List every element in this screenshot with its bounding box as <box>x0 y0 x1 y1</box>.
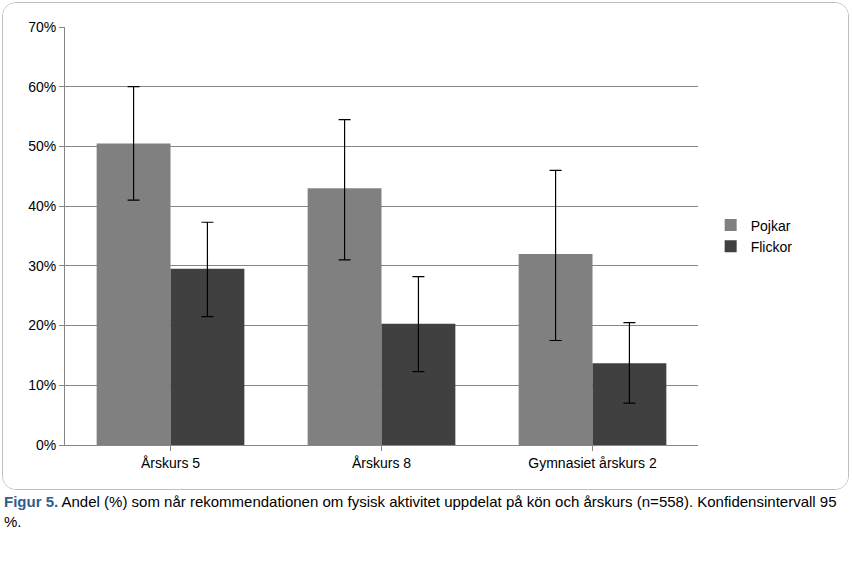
svg-text:20%: 20% <box>28 317 56 333</box>
svg-text:10%: 10% <box>28 377 56 393</box>
svg-text:Årskurs 5: Årskurs 5 <box>141 455 200 471</box>
svg-text:Gymnasiet årskurs 2: Gymnasiet årskurs 2 <box>528 455 657 471</box>
svg-text:Pojkar: Pojkar <box>751 218 791 234</box>
svg-text:50%: 50% <box>28 138 56 154</box>
svg-text:0%: 0% <box>36 437 56 453</box>
svg-text:40%: 40% <box>28 198 56 214</box>
svg-text:70%: 70% <box>28 19 56 35</box>
svg-text:Flickor: Flickor <box>751 239 793 255</box>
svg-text:Årskurs 8: Årskurs 8 <box>352 455 411 471</box>
svg-text:30%: 30% <box>28 258 56 274</box>
svg-text:60%: 60% <box>28 79 56 95</box>
html-text:Figur 5. Andel (%) som når rek: Figur 5. Andel (%) som når rekommendatio… <box>4 493 837 530</box>
